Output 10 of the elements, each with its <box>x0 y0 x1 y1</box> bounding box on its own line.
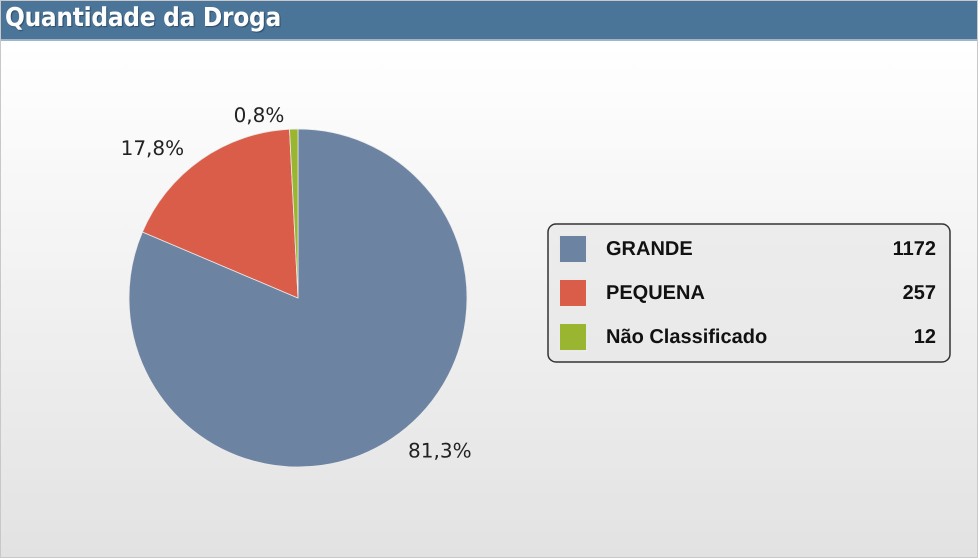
text: 12 <box>914 326 936 348</box>
legend-label: GRANDE <box>606 238 693 260</box>
data-label: 17,8% <box>120 136 184 160</box>
legend-label: PEQUENA <box>606 282 705 304</box>
legend-label: Não Classificado <box>606 326 768 348</box>
text: 257 <box>902 282 936 304</box>
data-label: 0,8% <box>234 103 284 128</box>
text: 1172 <box>892 238 936 260</box>
chart-title: Quantidade da Droga <box>5 3 281 33</box>
data-label: 81,3% <box>408 438 472 463</box>
